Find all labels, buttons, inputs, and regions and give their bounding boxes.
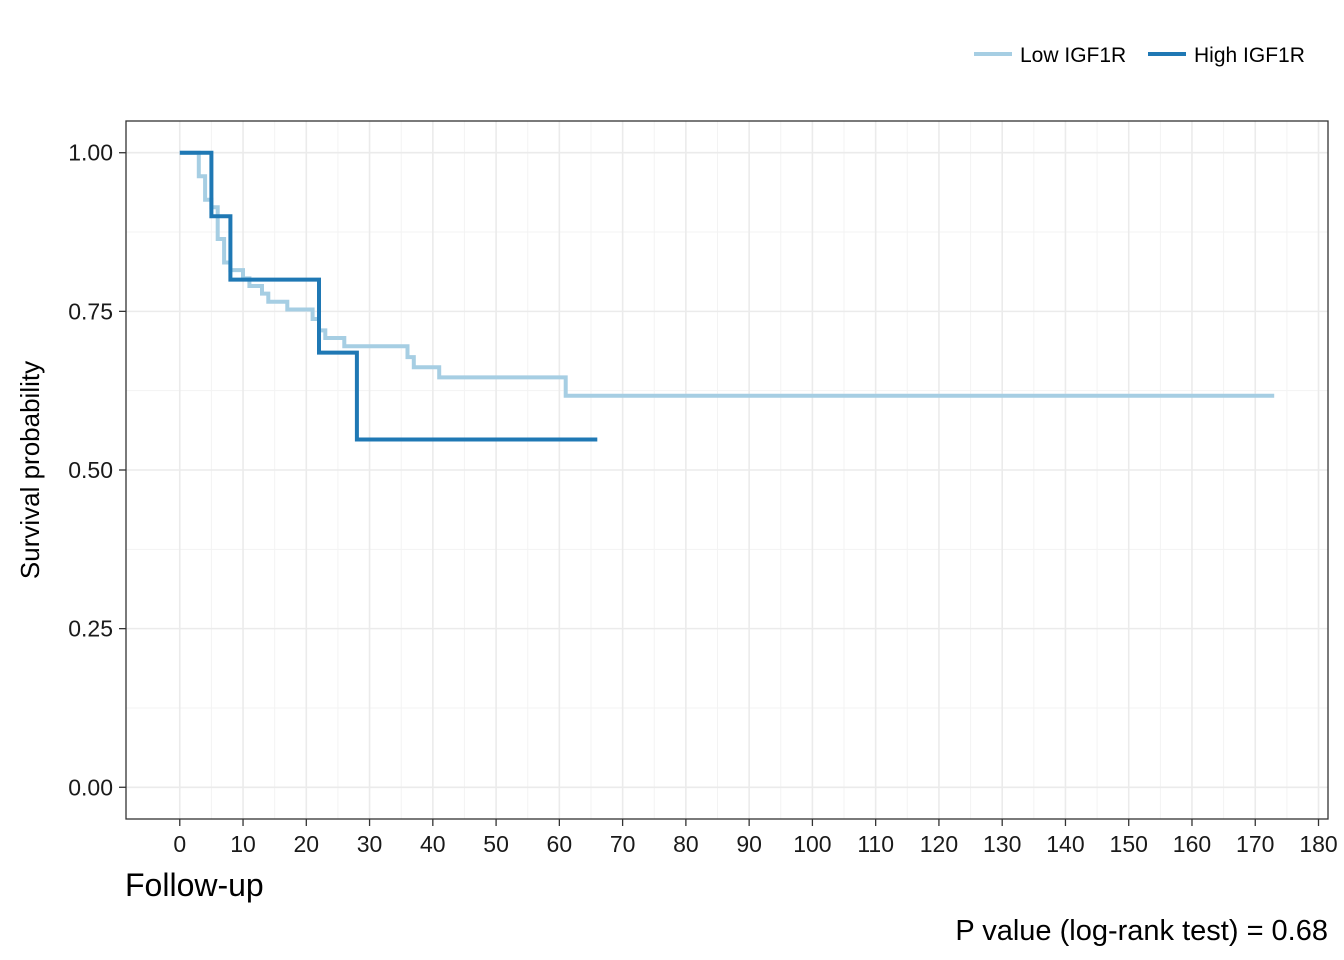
y-axis: 0.00 0.25 0.50 0.75 1.00 (68, 140, 126, 800)
x-tick-label: 30 (357, 831, 383, 857)
grid-major (126, 121, 1328, 819)
x-tick-label: 160 (1173, 831, 1211, 857)
x-tick-label: 0 (173, 831, 186, 857)
x-tick-label: 20 (294, 831, 320, 857)
x-tick-label: 60 (547, 831, 573, 857)
y-tick-label: 0.25 (68, 616, 113, 642)
x-tick-label: 50 (483, 831, 509, 857)
x-tick-label: 180 (1299, 831, 1337, 857)
x-tick-label: 100 (793, 831, 831, 857)
x-tick-label: 90 (736, 831, 762, 857)
x-tick-label: 10 (230, 831, 256, 857)
plot-panel (125, 120, 1329, 820)
x-tick-label: 110 (857, 831, 894, 857)
p-value-caption: P value (log-rank test) = 0.68 (955, 915, 1328, 947)
x-tick-label: 170 (1236, 831, 1274, 857)
y-tick-label: 0.75 (68, 298, 113, 324)
series-line-low-igf1r (179, 150, 1275, 398)
series-lines (179, 150, 1275, 442)
x-axis-title: Follow-up (125, 867, 264, 903)
x-axis: 0 10 20 30 40 50 60 70 80 90 100 110 120 130 140 150 160… (173, 819, 1338, 857)
series-line-high-igf1r (179, 150, 598, 442)
x-tick-label: 120 (920, 831, 958, 857)
x-tick-label: 130 (983, 831, 1021, 857)
legend: Low IGF1R High IGF1R (974, 44, 1305, 67)
x-tick-label: 140 (1046, 831, 1084, 857)
x-tick-label: 150 (1110, 831, 1148, 857)
x-tick-label: 80 (673, 831, 699, 857)
x-tick-label: 40 (420, 831, 446, 857)
legend-label-high-igf1r: High IGF1R (1194, 44, 1305, 67)
y-axis-title: Survival probability (15, 361, 45, 579)
legend-label-low-igf1r: Low IGF1R (1020, 44, 1126, 67)
y-tick-label: 1.00 (68, 140, 113, 166)
y-tick-label: 0.50 (68, 457, 113, 483)
x-tick-label: 70 (610, 831, 636, 857)
y-tick-label: 0.00 (68, 774, 113, 800)
